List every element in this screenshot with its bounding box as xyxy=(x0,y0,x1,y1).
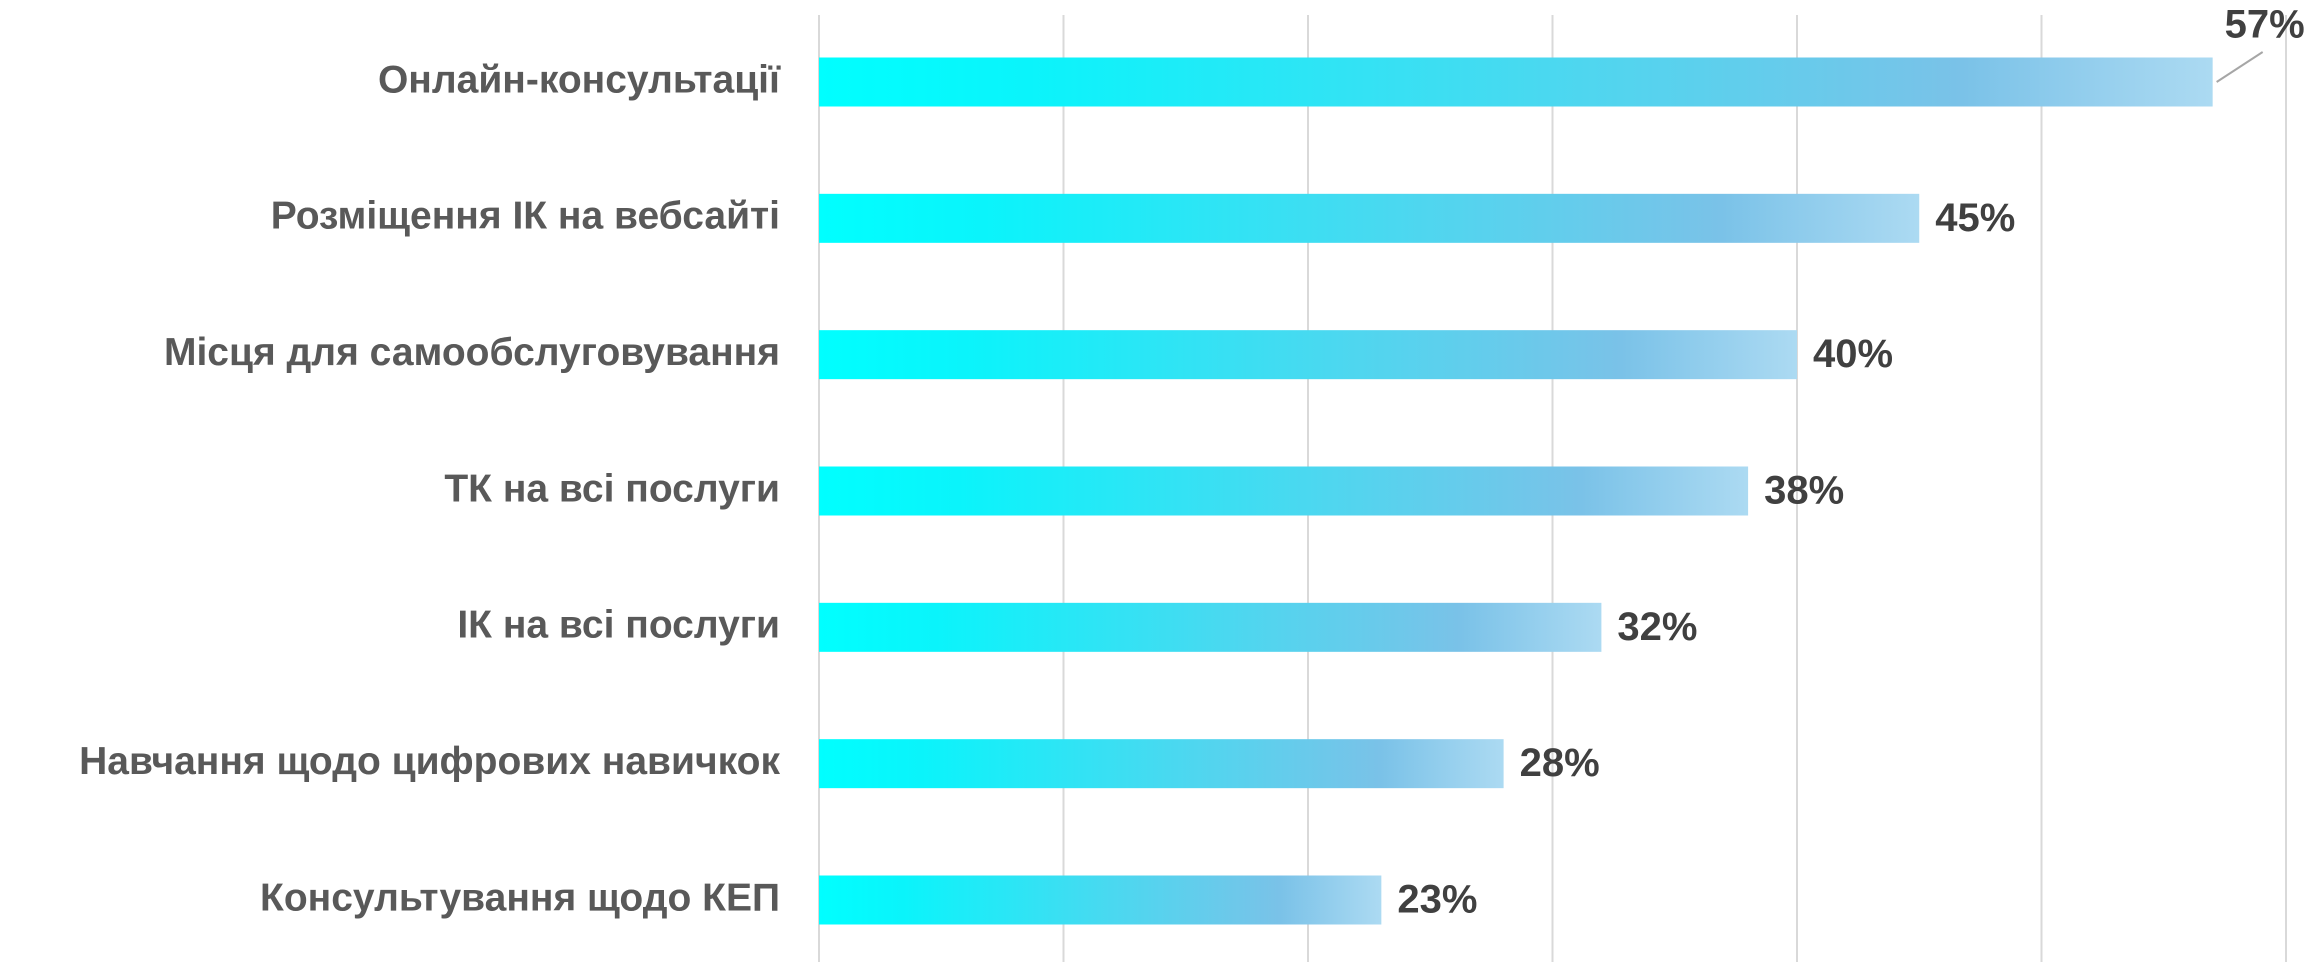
value-label: 32% xyxy=(1617,605,1697,649)
value-label: 57% xyxy=(2225,3,2305,47)
category-label: Місця для самообслуговування xyxy=(164,331,780,374)
value-label: 40% xyxy=(1813,332,1893,376)
value-label: 38% xyxy=(1764,469,1844,513)
value-label: 23% xyxy=(1397,878,1477,922)
bar xyxy=(819,193,1920,243)
bar xyxy=(819,466,1749,516)
category-label: Розміщення ІК на вебсайті xyxy=(271,195,780,238)
bar xyxy=(819,330,1797,380)
leader-line xyxy=(2216,51,2264,83)
value-label: 45% xyxy=(1935,196,2015,240)
category-label: ТК на всі послуги xyxy=(444,467,780,510)
value-label: 28% xyxy=(1520,741,1600,785)
bar xyxy=(819,57,2213,107)
category-label: Навчання щодо цифрових навичкок xyxy=(79,740,780,783)
category-label: ІК на всі послуги xyxy=(457,604,780,647)
bar xyxy=(819,602,1602,652)
category-label: Онлайн-консультації xyxy=(378,58,781,101)
bar xyxy=(819,875,1382,925)
bar xyxy=(819,739,1504,789)
category-label: Консультування щодо КЕП xyxy=(260,876,780,919)
